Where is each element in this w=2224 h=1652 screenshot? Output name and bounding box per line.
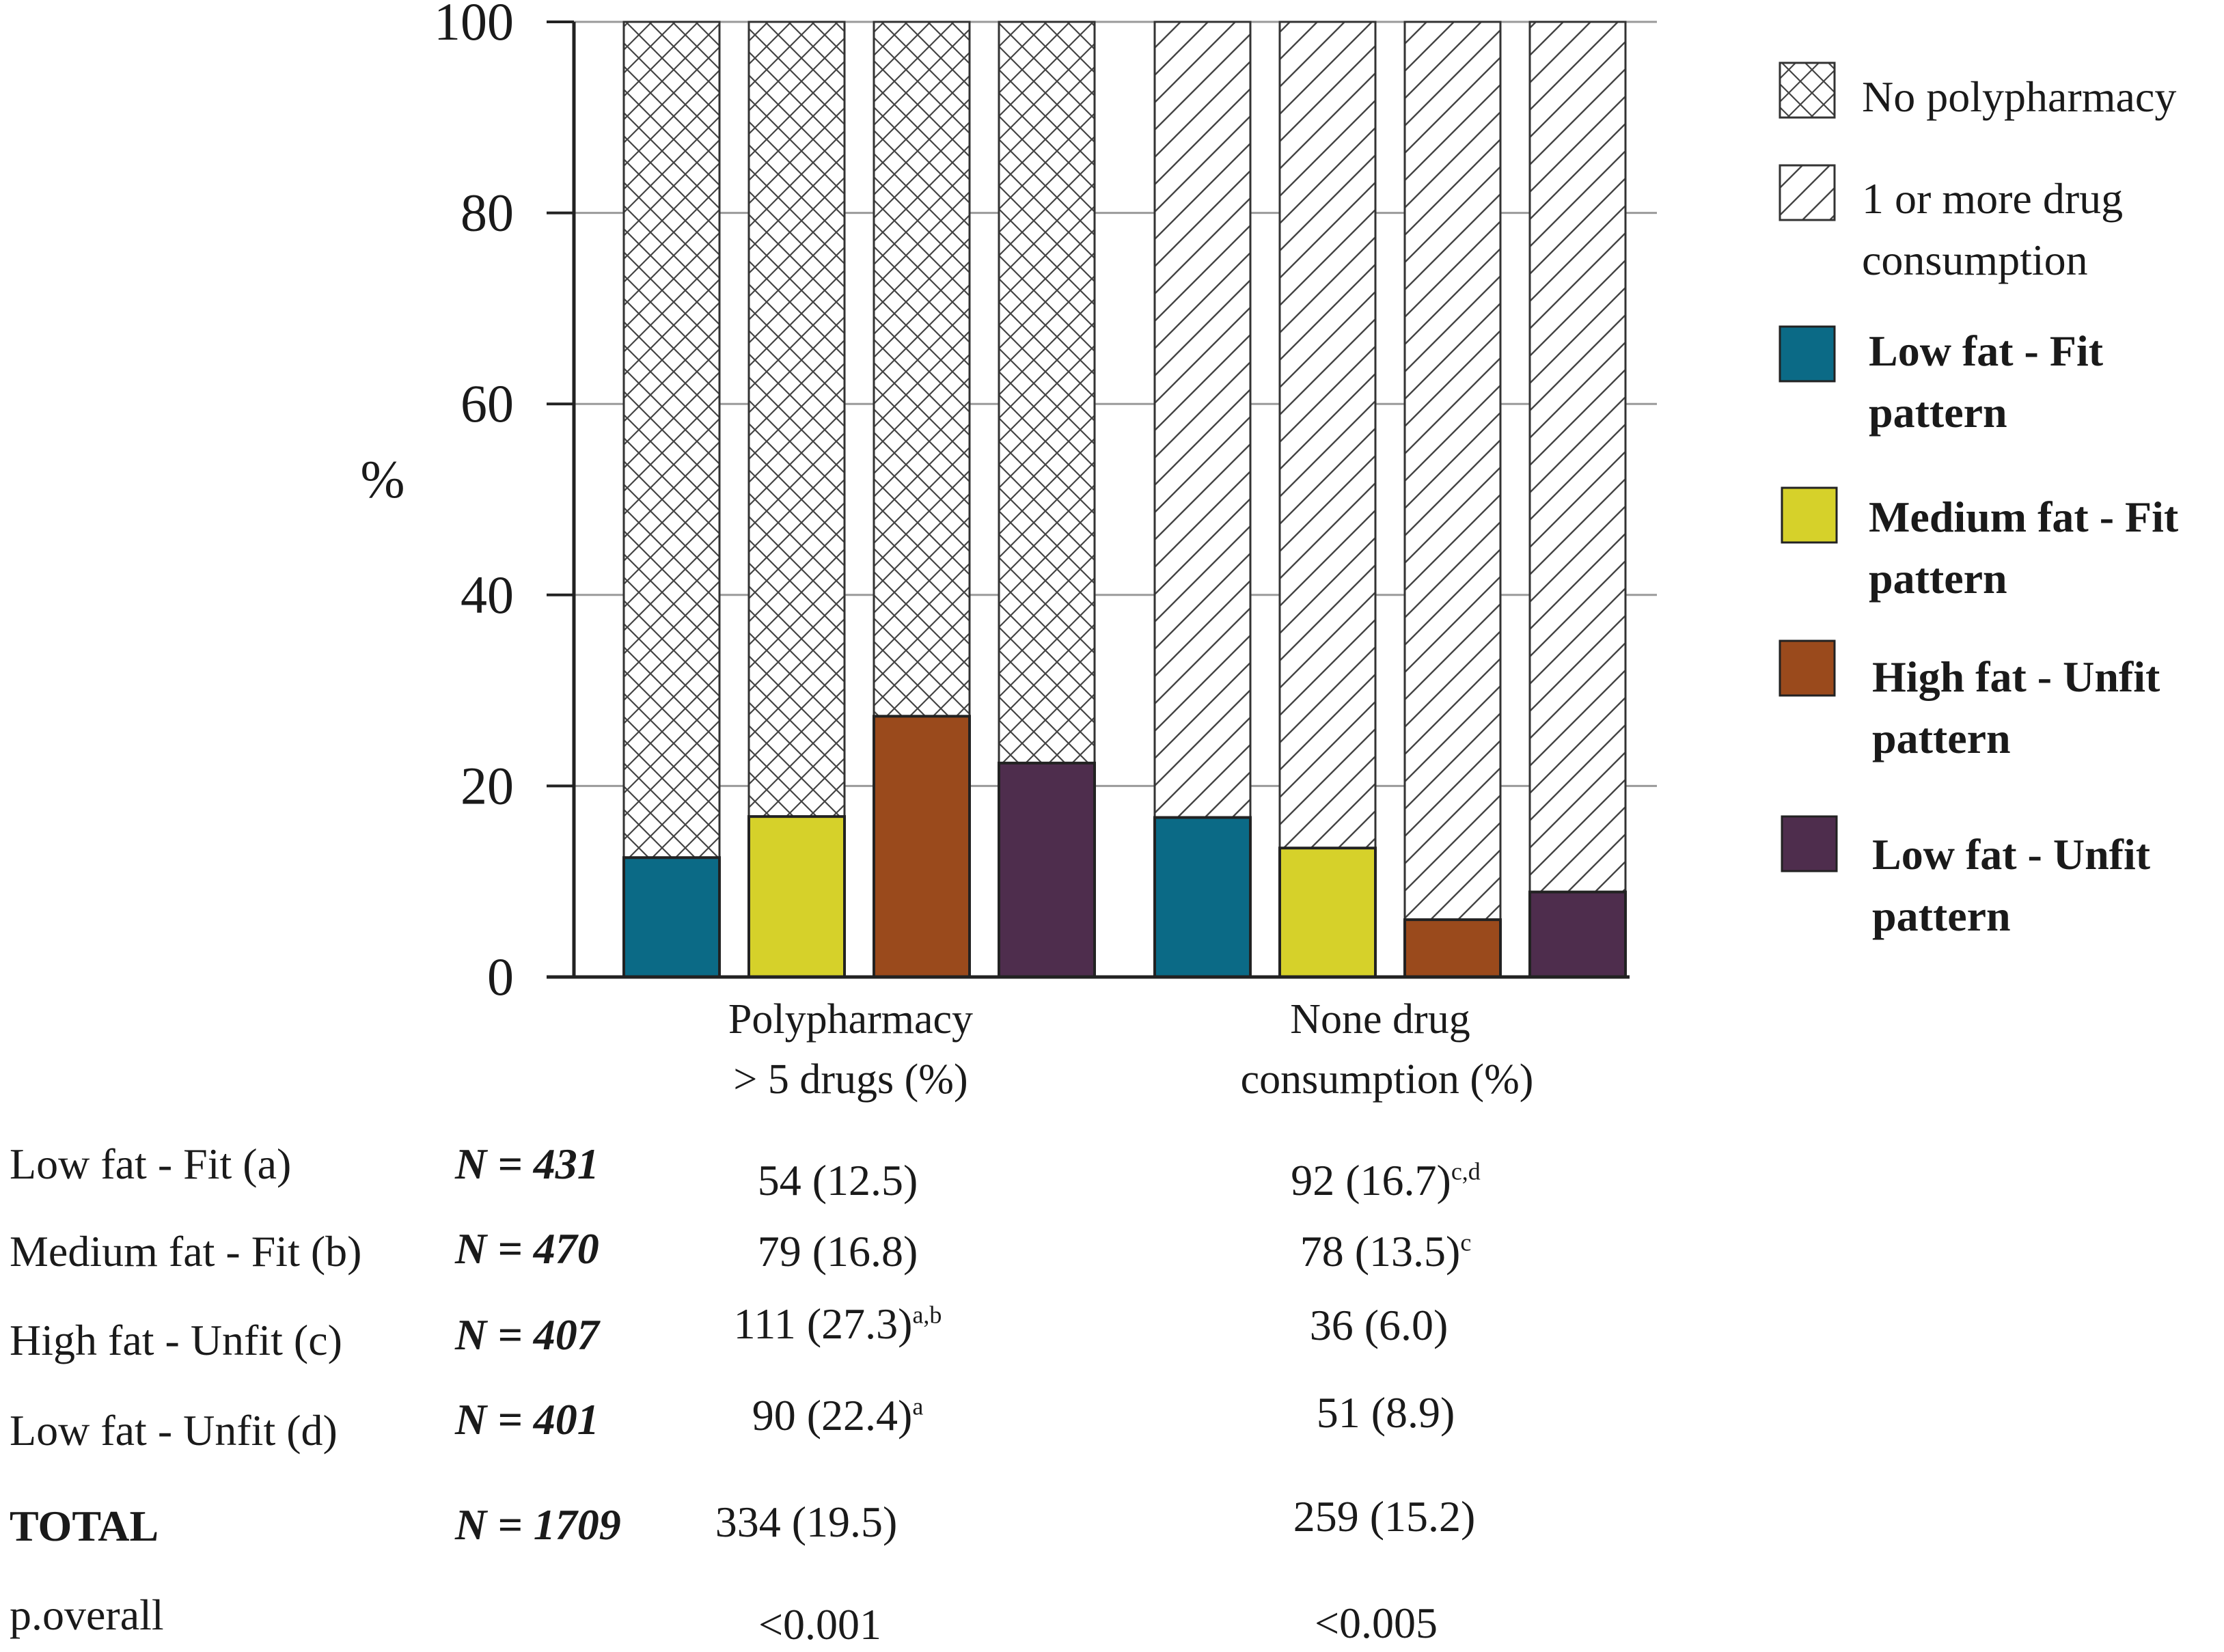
legend-swatch-high-fat-unfit (1779, 639, 1836, 697)
bar-segment (873, 715, 971, 978)
row-label-total: TOTAL (10, 1502, 159, 1550)
bar-segment (1403, 918, 1502, 978)
row-n-high-fat-unfit: N = 407 (455, 1310, 599, 1359)
y-tick-label: 0 (487, 947, 514, 1006)
cell-poly-total: 334 (19.5) (715, 1498, 898, 1546)
cell-none-medium-fat-fit: 78 (13.5)c (1300, 1227, 1472, 1276)
legend-swatch-drug-consumption (1779, 164, 1836, 221)
bars (622, 20, 1627, 979)
cell-poly-high-fat-unfit: 111 (27.3)a,b (733, 1299, 942, 1348)
row-label-high-fat-unfit: High fat - Unfit (c) (10, 1316, 342, 1364)
bar-remainder (1278, 20, 1377, 849)
legend-label-low-fat-fit-line2: pattern (1869, 388, 2007, 437)
legend-label-medium-fat-fit-line2: pattern (1869, 554, 2007, 603)
bar-segment (1278, 846, 1377, 979)
bar-segment (1153, 816, 1252, 979)
legend-label-drug-consumption-line2: consumption (1862, 236, 2088, 284)
legend-label-low-fat-unfit-line2: pattern (1872, 892, 2011, 940)
legend-label-no-polypharmacy: No polypharmacy (1862, 72, 2176, 121)
bar-segment (1528, 890, 1627, 978)
bar-remainder (1403, 20, 1502, 921)
row-n-low-fat-fit: N = 431 (455, 1140, 599, 1188)
y-tick-label: 100 (434, 0, 514, 51)
y-tick-label: 60 (461, 374, 514, 433)
cell-none-low-fat-unfit: 51 (8.9) (1316, 1388, 1455, 1437)
bar-remainder (1153, 20, 1252, 819)
bar-segment (622, 856, 721, 978)
legend-swatch-medium-fat-fit (1781, 486, 1838, 544)
legend-swatch-low-fat-fit (1779, 325, 1836, 383)
legend-swatch-low-fat-unfit (1781, 815, 1838, 872)
legend: No polypharmacy 1 or more drug consumpti… (1779, 61, 2179, 940)
bar-segment (747, 815, 846, 978)
legend-swatch-no-polypharmacy (1779, 61, 1836, 119)
legend-label-high-fat-unfit-line1: High fat - Unfit (1872, 652, 2160, 701)
bar-remainder (1528, 20, 1627, 894)
group-label-none-drug-line1: None drug (1290, 996, 1470, 1043)
cell-poly-low-fat-fit: 54 (12.5) (757, 1156, 918, 1204)
cell-none-low-fat-fit: 92 (16.7)c,d (1291, 1156, 1481, 1204)
legend-label-low-fat-fit-line1: Low fat - Fit (1869, 327, 2104, 375)
row-n-medium-fat-fit: N = 470 (455, 1224, 599, 1273)
group-label-polypharmacy-line1: Polypharmacy (728, 996, 973, 1043)
legend-label-medium-fat-fit-line1: Medium fat - Fit (1869, 493, 2179, 541)
row-label-low-fat-unfit: Low fat - Unfit (d) (10, 1406, 338, 1455)
bar-remainder (622, 20, 721, 859)
cell-none-total: 259 (15.2) (1293, 1492, 1476, 1541)
cell-poly-low-fat-unfit: 90 (22.4)a (752, 1391, 924, 1440)
y-tick-label: 80 (461, 183, 514, 243)
group-label-none-drug-line2: consumption (%) (1241, 1056, 1534, 1103)
row-label-medium-fat-fit: Medium fat - Fit (b) (10, 1227, 362, 1276)
bar-segment (998, 761, 1096, 979)
row-n-total: N = 1709 (455, 1500, 621, 1549)
bar-remainder (873, 20, 971, 717)
y-tick-label: 40 (461, 565, 514, 624)
y-axis-label: % (361, 450, 405, 509)
y-tick-label: 20 (461, 756, 514, 815)
row-n-low-fat-unfit: N = 401 (455, 1395, 599, 1444)
bar-remainder (998, 20, 1096, 765)
y-ticks: 0 20 40 60 80 100 (434, 0, 574, 1006)
legend-label-low-fat-unfit-line1: Low fat - Unfit (1872, 830, 2151, 879)
row-label-p-overall: p.overall (10, 1591, 164, 1639)
cell-poly-medium-fat-fit: 79 (16.8) (757, 1227, 918, 1276)
group-label-polypharmacy-line2: > 5 drugs (%) (733, 1056, 967, 1103)
legend-label-high-fat-unfit-line2: pattern (1872, 714, 2011, 762)
bar-remainder (747, 20, 846, 818)
cell-poly-p-overall: <0.001 (758, 1600, 882, 1649)
cell-none-p-overall: <0.005 (1314, 1599, 1438, 1647)
legend-label-drug-consumption-line1: 1 or more drug (1862, 174, 2123, 223)
row-label-low-fat-fit: Low fat - Fit (a) (10, 1140, 292, 1188)
cell-none-high-fat-unfit: 36 (6.0) (1309, 1301, 1449, 1349)
